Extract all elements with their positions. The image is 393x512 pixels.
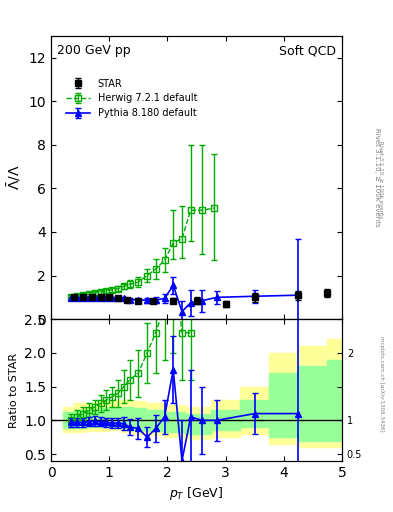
Y-axis label: $\bar{\Lambda}/\Lambda$: $\bar{\Lambda}/\Lambda$: [5, 165, 23, 190]
Y-axis label: Ratio to STAR: Ratio to STAR: [9, 352, 19, 428]
Legend: STAR, Herwig 7.2.1 default, Pythia 8.180 default: STAR, Herwig 7.2.1 default, Pythia 8.180…: [62, 75, 201, 122]
X-axis label: $p_T$ [GeV]: $p_T$ [GeV]: [169, 485, 224, 502]
Text: Soft QCD: Soft QCD: [279, 45, 336, 57]
Text: Rivet 3.1.10, ≥ 100k events: Rivet 3.1.10, ≥ 100k events: [374, 128, 380, 227]
Text: Rivet 3.1.10, ≥ 100k events: Rivet 3.1.10, ≥ 100k events: [379, 141, 384, 218]
Text: mcplots.cern.ch [arXiv:1306.3436]: mcplots.cern.ch [arXiv:1306.3436]: [379, 336, 384, 432]
Text: 200 GeV pp: 200 GeV pp: [57, 45, 130, 57]
